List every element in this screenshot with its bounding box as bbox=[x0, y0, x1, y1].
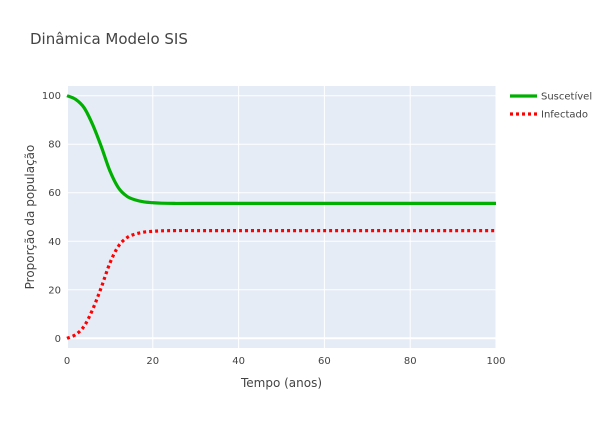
y-tick-label: 80 bbox=[48, 140, 61, 151]
legend[interactable]: Suscetível Infectado bbox=[510, 91, 592, 121]
y-tick-label: 60 bbox=[48, 188, 61, 199]
y-axis-title: Proporção da população bbox=[23, 145, 37, 290]
x-tick-label: 60 bbox=[318, 356, 331, 367]
chart-title: Dinâmica Modelo SIS bbox=[30, 30, 188, 48]
legend-item[interactable]: Suscetível bbox=[510, 91, 592, 103]
y-tick-label: 100 bbox=[42, 91, 61, 102]
legend-item[interactable]: Infectado bbox=[510, 110, 588, 121]
x-axis-title: Tempo (anos) bbox=[240, 376, 322, 390]
tick-labels: 0 20 40 60 80 100 0 20 40 60 80 100 bbox=[42, 91, 506, 367]
y-tick-label: 40 bbox=[48, 237, 61, 248]
legend-label: Suscetível bbox=[541, 91, 592, 103]
series-lines bbox=[66, 94, 496, 340]
y-tick-label: 0 bbox=[55, 334, 61, 345]
x-tick-label: 80 bbox=[404, 356, 417, 367]
series-line-suscetivel bbox=[66, 94, 496, 206]
x-tick-label: 0 bbox=[64, 356, 70, 367]
y-tick-label: 20 bbox=[48, 285, 61, 296]
x-tick-label: 100 bbox=[486, 356, 505, 367]
x-tick-label: 20 bbox=[146, 356, 159, 367]
plot-background bbox=[67, 86, 496, 348]
x-tick-label: 40 bbox=[232, 356, 245, 367]
legend-label: Infectado bbox=[541, 110, 588, 121]
gridlines bbox=[66, 86, 497, 348]
